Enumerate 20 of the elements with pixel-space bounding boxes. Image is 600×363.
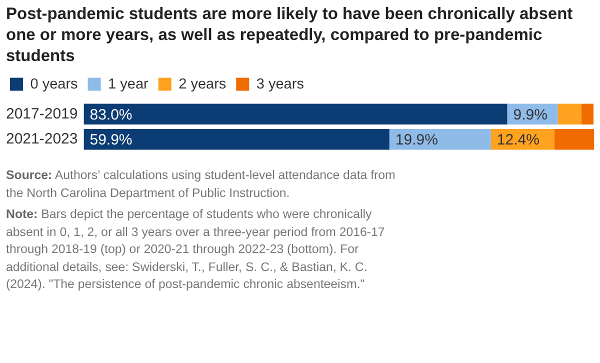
bar — [554, 128, 594, 150]
y-tick-label: 2017-2019 — [6, 105, 78, 122]
legend-label: 2 years — [178, 76, 226, 92]
data-label: 9.9% — [513, 106, 548, 124]
source-note: Source: Authors’ calculations using student-level attendance data from the North Carolina Department of Public Instruction. — [6, 167, 396, 202]
bar — [84, 128, 390, 150]
legend-label: 0 years — [30, 76, 78, 92]
data-label: 12.4% — [496, 132, 540, 149]
data-label: 59.9% — [90, 132, 132, 149]
y-tick-label: 2021-2023 — [6, 130, 78, 148]
data-label: 83.0% — [90, 106, 132, 124]
legend-label: 1 year — [108, 76, 149, 92]
bar — [84, 104, 508, 125]
text: Note: Bars depict the percentage of students who were chronically absent in 0, 1, 2, or all 3 years over a three-year period from 2016-17 through 2018-19 (top) or 2020-21 through 2022-23 (bottom). For additional details, see: Swiderski, T., Fuller, S. C., & Bastian, K. C. (2024). "The persistence of post-pandemic chronic absenteeism." — [6, 206, 386, 293]
bar — [581, 104, 594, 125]
chart-title: Post-pandemic students are more likely to have been chronically absent one or more years, as well as repeatedly, compared to pre-pandemic students — [5, 4, 574, 67]
bar — [389, 128, 491, 150]
legend-label: 3 years — [256, 76, 304, 92]
bar — [558, 104, 582, 125]
data-label: 19.9% — [395, 132, 438, 149]
